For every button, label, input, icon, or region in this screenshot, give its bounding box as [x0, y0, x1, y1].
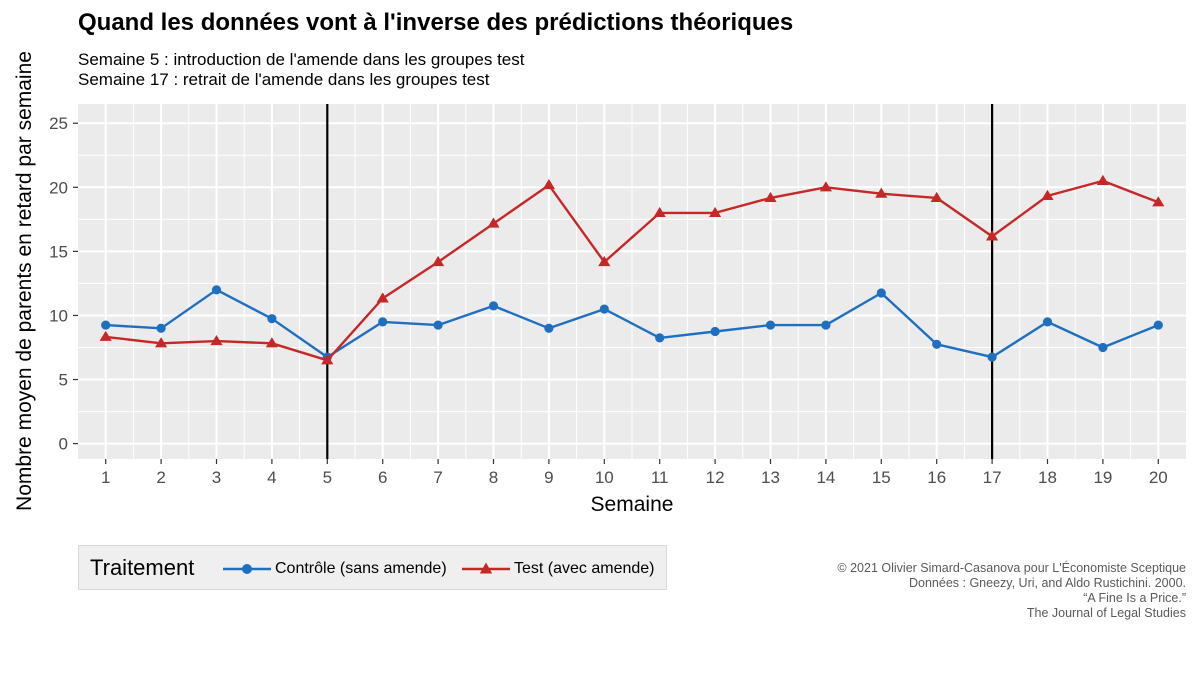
data-point — [488, 301, 499, 311]
data-point — [932, 339, 942, 349]
data-point — [542, 179, 555, 190]
x-tick-label: 10 — [595, 468, 614, 487]
data-point — [211, 285, 222, 295]
data-point — [599, 304, 609, 314]
legend-key-controle — [223, 564, 271, 574]
source-credits: © 2021 Olivier Simard-Casanova pour L'Éc… — [837, 561, 1186, 621]
y-tick-label: 5 — [59, 371, 68, 390]
chart-subtitle-line-2: Semaine 17 : retrait de l'amende dans le… — [78, 70, 490, 89]
legend-title: Traitement — [90, 555, 195, 580]
data-point — [101, 320, 111, 330]
x-tick-label: 20 — [1149, 468, 1168, 487]
x-tick-label: 3 — [212, 468, 221, 487]
x-tick-label: 14 — [816, 468, 835, 487]
y-tick-label: 25 — [49, 114, 68, 133]
x-tick-label: 2 — [156, 468, 165, 487]
data-point — [433, 320, 443, 330]
data-point — [99, 330, 112, 341]
x-axis-label: Semaine — [591, 493, 674, 516]
grid-lines — [78, 104, 1186, 459]
x-tick-label: 18 — [1038, 468, 1057, 487]
reference-lines — [326, 104, 994, 459]
data-point — [432, 255, 445, 267]
data-point — [710, 326, 720, 337]
data-point — [265, 337, 278, 348]
x-tick-label: 16 — [927, 468, 946, 487]
data-point — [709, 206, 722, 217]
data-point — [378, 317, 388, 327]
x-tick-label: 19 — [1093, 468, 1112, 487]
y-tick-label: 20 — [49, 178, 68, 197]
data-point — [321, 354, 334, 365]
data-point — [376, 292, 389, 303]
data-point — [544, 323, 554, 333]
data-point — [764, 191, 777, 203]
data-point — [986, 230, 999, 241]
data-point — [155, 337, 168, 348]
x-tick-label: 6 — [378, 468, 387, 487]
x-tick-label: 1 — [101, 468, 110, 487]
legend-label-controle: Contrôle (sans amende) — [275, 560, 447, 577]
chart-title: Quand les données vont à l'inverse des p… — [78, 9, 794, 36]
series-line — [105, 288, 1159, 359]
data-point — [1152, 196, 1165, 207]
data-point — [1096, 174, 1109, 185]
data-point — [267, 314, 277, 324]
legend-label-test: Test (avec amende) — [514, 560, 655, 577]
data-point — [987, 352, 997, 362]
data-point — [1153, 320, 1163, 330]
data-point — [655, 333, 665, 343]
data-point — [1041, 189, 1054, 200]
series-test — [99, 174, 1165, 365]
x-tick-label: 5 — [323, 468, 332, 487]
data-point — [487, 217, 500, 228]
y-tick-label: 10 — [49, 306, 68, 325]
y-axis-label: Nombre moyen de parents en retard par se… — [13, 51, 36, 511]
data-point — [875, 187, 888, 198]
x-tick-label: 13 — [761, 468, 780, 487]
x-tick-label: 11 — [651, 468, 669, 487]
data-point — [598, 255, 611, 267]
x-tick-label: 15 — [872, 468, 891, 487]
data-point — [821, 320, 831, 330]
x-tick-label: 7 — [433, 468, 442, 487]
data-point — [1042, 317, 1053, 327]
data-series — [99, 174, 1165, 365]
data-point — [653, 206, 666, 217]
credit-line-3: “A Fine Is a Price.” — [1083, 591, 1186, 605]
x-tick-label: 12 — [706, 468, 725, 487]
data-point — [210, 335, 223, 346]
x-tick-label: 17 — [983, 468, 1002, 487]
legend-key-test — [462, 562, 510, 574]
data-point — [765, 320, 776, 330]
y-tick-label: 0 — [59, 435, 68, 454]
x-tick-label: 9 — [544, 468, 553, 487]
chart-subtitle-line-1: Semaine 5 : introduction de l'amende dan… — [78, 50, 525, 69]
credit-line-4: The Journal of Legal Studies — [1026, 606, 1186, 620]
legend: Traitement Contrôle (sans amende) Test (… — [78, 545, 667, 590]
series-line — [105, 179, 1159, 362]
data-point — [876, 288, 886, 298]
y-tick-label: 15 — [49, 242, 68, 261]
data-point — [1098, 342, 1108, 353]
data-point — [930, 191, 943, 203]
credit-line-1: © 2021 Olivier Simard-Casanova pour L'Éc… — [837, 561, 1186, 575]
data-point — [819, 181, 832, 192]
x-tick-label: 4 — [267, 468, 276, 487]
data-point — [156, 323, 166, 333]
x-tick-label: 8 — [489, 468, 498, 487]
credit-line-2: Données : Gneezy, Uri, and Aldo Rustichi… — [908, 576, 1186, 590]
